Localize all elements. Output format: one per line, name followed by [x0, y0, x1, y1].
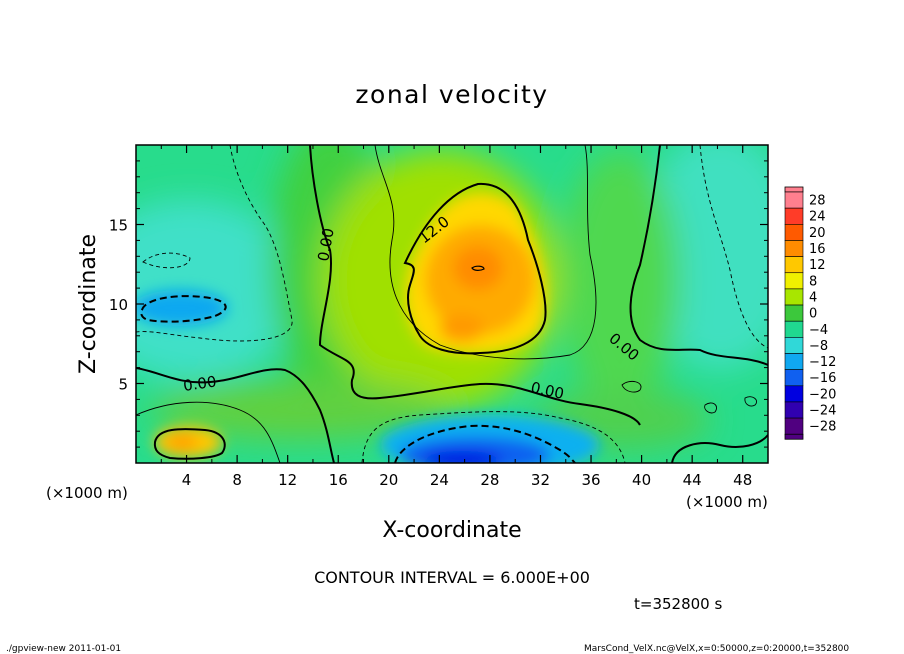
x-tick-label: 24: [430, 471, 449, 489]
contour-small-right-3: [744, 396, 757, 407]
colorbar-label: −12: [809, 355, 836, 370]
contour-small-right-1: [621, 380, 642, 393]
colorbar-label: 24: [809, 210, 826, 225]
y-axis-ticks: 5 10 15: [109, 160, 768, 448]
colorbar-label: 4: [809, 290, 817, 305]
colorbar-label: −28: [809, 420, 836, 435]
x-tick-label: 20: [379, 471, 398, 489]
colorbar-swatch: [784, 272, 804, 290]
colorbar-swatch: [784, 337, 804, 354]
field-darkblue-bottom: [422, 451, 502, 463]
x-tick-label: 4: [182, 471, 192, 489]
contour-thin-6-b: [136, 401, 281, 463]
contour-neg-leftblob-thick: [140, 295, 227, 323]
colorbar-swatch: [784, 401, 804, 419]
contour-zero-bottomright: [671, 434, 768, 463]
colorbar-swatch: [784, 353, 804, 370]
x-tick-label: 28: [480, 471, 499, 489]
colorbar-swatch: [784, 224, 804, 241]
contour-label-0: 0.00: [314, 227, 338, 263]
field-cyan-leftblob: [136, 290, 228, 326]
colorbar-label: 20: [809, 226, 826, 241]
x-axis-label: X-coordinate: [382, 518, 521, 543]
field-orange-leftbottom: [166, 434, 198, 450]
heatmap-field: 0.00 12.0 0.00 0.00 0.00: [136, 145, 768, 463]
colorbar-label: 16: [809, 242, 826, 257]
contour-zero-right: [629, 145, 768, 366]
colorbar-label: 8: [809, 274, 817, 289]
colorbar-label: −8: [809, 339, 828, 354]
x-tick-label: 16: [329, 471, 348, 489]
time-label: t=352800 s: [634, 595, 722, 613]
x-tick-label: 44: [683, 471, 702, 489]
x-unit-label-right: (×1000 m): [686, 493, 768, 511]
colorbar-label: 0: [809, 307, 817, 322]
field-orange-low: [440, 314, 484, 342]
colorbar-cap-max: [784, 186, 804, 193]
colorbar-swatch: [784, 417, 804, 435]
x-tick-label: 40: [632, 471, 651, 489]
x-tick-label: 36: [581, 471, 600, 489]
y-tick-label: 15: [109, 217, 128, 235]
contour-zero-left: [136, 367, 335, 463]
y-axis-label: Z-coordinate: [76, 234, 101, 374]
colorbar-swatch: [784, 191, 804, 209]
colorbar-swatch: [784, 256, 804, 274]
contour-12-thick: [403, 182, 547, 355]
contour-thin-dash-left: [136, 145, 293, 342]
colorbar-swatch: [784, 369, 804, 387]
chart-title: zonal velocity: [355, 80, 548, 109]
field-orange-hot: [453, 246, 503, 290]
contour-neg-bottom-thick: [394, 424, 576, 463]
colorbar-swatch: [784, 385, 804, 403]
colorbar-cap-min: [784, 433, 804, 440]
colorbar-swatch: [784, 304, 804, 322]
contour-interval-text: CONTOUR INTERVAL = 6.000E+00: [314, 568, 590, 587]
contour-label-2: 0.00: [182, 372, 218, 394]
x-tick-label: 32: [531, 471, 550, 489]
field-green-low: [150, 380, 450, 440]
y-tick-label: 5: [118, 376, 128, 394]
footer-left: ./gpview-new 2011-01-01: [6, 644, 121, 654]
field-green-right: [560, 150, 680, 410]
colorbar-label: −20: [809, 387, 836, 402]
contour-thin-dash-leftupper: [142, 252, 191, 269]
contour-thin-dash-right: [699, 145, 768, 349]
x-tick-label: 8: [232, 471, 242, 489]
x-tick-label: 48: [733, 471, 752, 489]
footer-right: MarsCond_VelX.nc@VelX,x=0:50000,z=0:2000…: [584, 644, 849, 654]
contour-thin-6-a: [374, 145, 597, 360]
contour-zero-upper: [309, 145, 641, 426]
contour-small-right-2: [704, 402, 717, 414]
colorbar-swatch: [784, 288, 804, 306]
field-cyan-left: [136, 200, 300, 380]
colorbar-label: 28: [809, 194, 826, 209]
y-tick-label: 10: [109, 296, 128, 314]
colorbar-label: −16: [809, 371, 836, 386]
x-tick-label: 12: [278, 471, 297, 489]
colorbar-swatch: [784, 240, 804, 257]
x-unit-label-left: (×1000 m): [46, 484, 128, 502]
colorbar-label: −4: [809, 323, 828, 338]
colorbar-swatch: [784, 320, 804, 338]
contour-zero-leftbottom: [153, 428, 226, 460]
colorbar-label: −24: [809, 404, 836, 419]
colorbar-swatch: [784, 207, 804, 225]
contour-small-core: [471, 265, 485, 271]
colorbar-label: 12: [809, 258, 826, 273]
x-axis-ticks: 4 8 12 16 20 24 28 32 36 40 44 48: [160, 145, 752, 489]
